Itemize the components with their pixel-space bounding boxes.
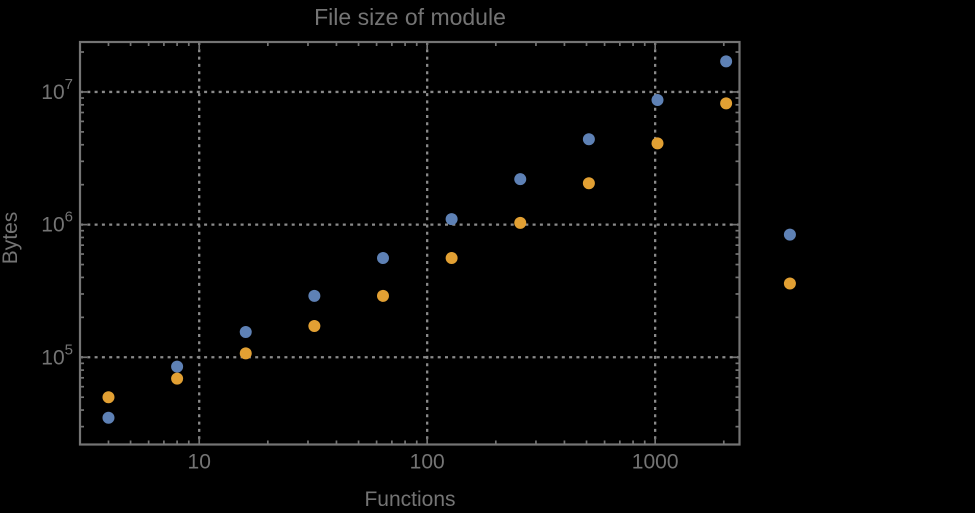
series-blue xyxy=(102,55,796,424)
tick-labels: 10 100 1000 105 106 107 xyxy=(41,76,678,474)
data-point xyxy=(239,326,252,339)
data-point xyxy=(376,289,389,302)
data-point xyxy=(308,289,321,302)
x-tick-label: 100 xyxy=(410,451,445,474)
data-point xyxy=(376,252,389,265)
x-tick-label: 10 xyxy=(188,451,211,474)
data-point xyxy=(720,97,733,110)
data-point xyxy=(239,347,252,360)
data-point xyxy=(514,216,527,229)
x-tick-label: 1000 xyxy=(632,451,679,474)
data-point xyxy=(720,55,733,68)
data-point xyxy=(171,360,184,373)
data-point xyxy=(582,177,595,190)
series-orange xyxy=(102,97,796,404)
data-point xyxy=(445,252,458,265)
y-tick-label: 107 xyxy=(41,76,73,104)
y-tick-label: 105 xyxy=(41,341,73,369)
chart-title: File size of module xyxy=(314,4,506,30)
plot-frame xyxy=(78,40,741,446)
tick-marks xyxy=(80,42,740,445)
data-point xyxy=(582,133,595,146)
data-point xyxy=(102,411,115,424)
gridlines xyxy=(80,42,740,445)
data-point xyxy=(171,372,184,385)
x-axis-label: Functions xyxy=(364,488,456,511)
data-point xyxy=(783,277,796,290)
y-axis-label: Bytes xyxy=(0,211,22,265)
data-point xyxy=(651,93,664,106)
data-point xyxy=(445,213,458,226)
data-point xyxy=(783,228,796,241)
data-point xyxy=(514,173,527,186)
data-point xyxy=(102,391,115,404)
data-point xyxy=(651,137,664,150)
data-point xyxy=(308,320,321,333)
y-tick-label: 106 xyxy=(41,209,73,237)
